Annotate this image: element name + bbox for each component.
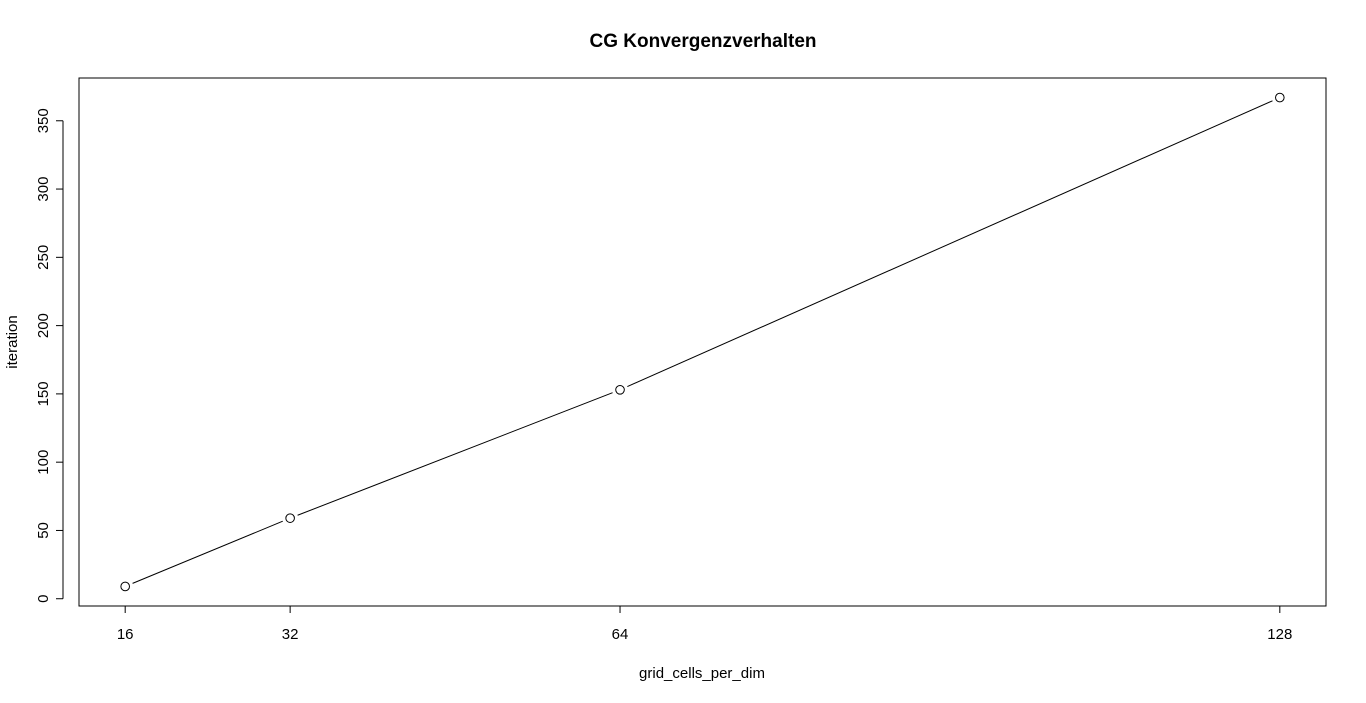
x-axis-title: grid_cells_per_dim	[639, 665, 765, 682]
data-point	[1275, 92, 1285, 103]
x-tick-label: 64	[612, 626, 629, 643]
plot-area	[78, 77, 1327, 607]
y-tick-label: 50	[35, 522, 52, 539]
y-axis-title: iteration	[4, 315, 21, 368]
data-point	[615, 384, 625, 395]
x-axis: 16 32 64 128	[117, 606, 1292, 643]
data-point	[285, 513, 295, 523]
series-line-segment	[132, 520, 283, 584]
x-tick-label: 16	[117, 626, 134, 643]
y-tick-label: 300	[35, 177, 52, 202]
series	[120, 92, 1285, 592]
y-axis: 0 50 100 150 200 250 300 350	[35, 108, 64, 603]
x-tick-label: 32	[282, 626, 299, 643]
y-tick-label: 200	[35, 313, 52, 338]
data-point	[120, 581, 130, 592]
x-tick-label: 128	[1267, 626, 1292, 643]
series-line-segment	[627, 100, 1273, 388]
y-tick-label: 350	[35, 108, 52, 133]
y-tick-label: 250	[35, 245, 52, 270]
y-tick-label: 100	[35, 450, 52, 475]
series-line-segment	[297, 392, 613, 516]
y-tick-label: 150	[35, 381, 52, 406]
y-tick-label: 0	[35, 595, 52, 603]
chart-title: CG Konvergenzverhalten	[590, 31, 817, 52]
